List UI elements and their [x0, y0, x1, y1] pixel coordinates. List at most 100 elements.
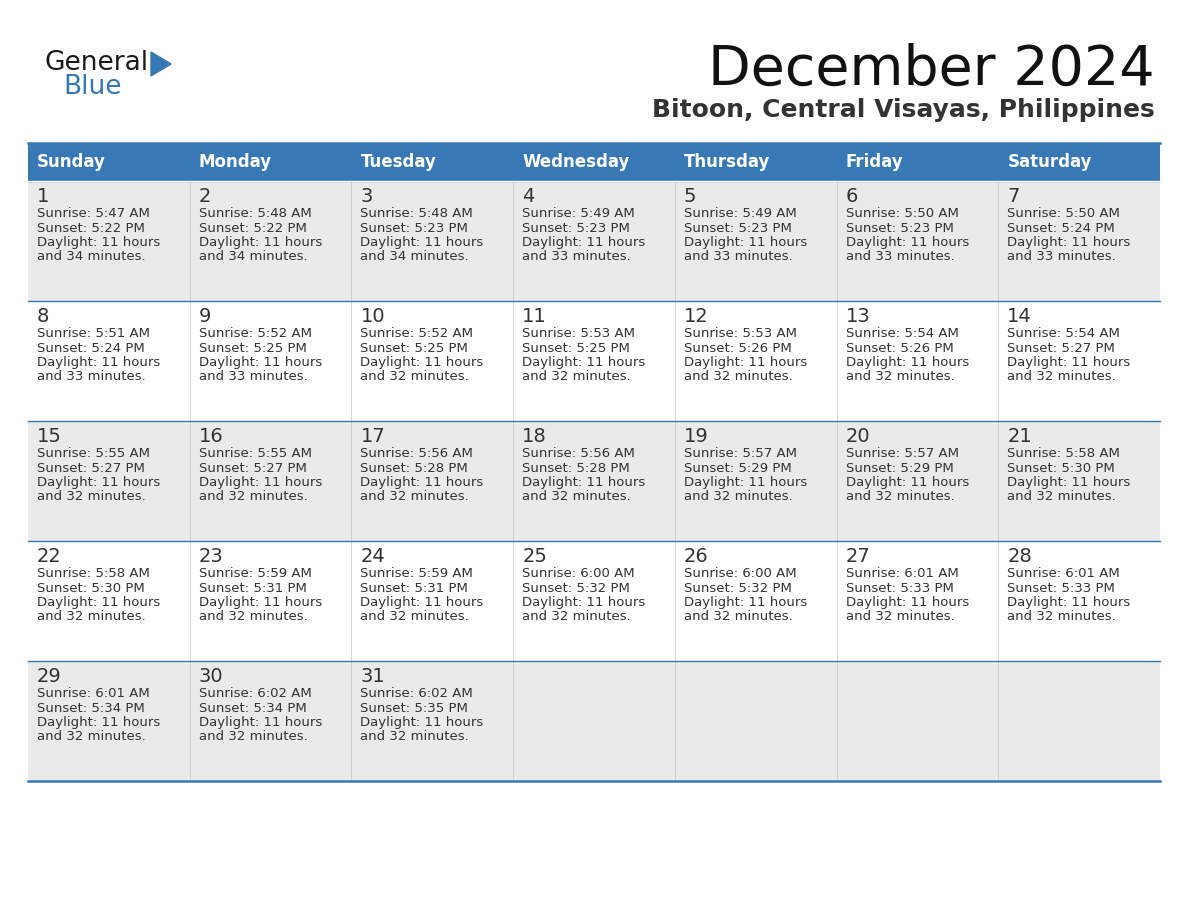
Text: Sunset: 5:30 PM: Sunset: 5:30 PM — [37, 581, 145, 595]
Text: 31: 31 — [360, 667, 385, 686]
Text: Monday: Monday — [198, 153, 272, 171]
Text: Sunrise: 5:57 AM: Sunrise: 5:57 AM — [846, 447, 959, 460]
Text: and 34 minutes.: and 34 minutes. — [360, 251, 469, 263]
Text: December 2024: December 2024 — [708, 43, 1155, 97]
Bar — [29, 421, 1159, 541]
Text: Daylight: 11 hours: Daylight: 11 hours — [684, 476, 807, 489]
Text: Sunrise: 5:53 AM: Sunrise: 5:53 AM — [684, 327, 797, 340]
Text: 7: 7 — [1007, 187, 1019, 206]
Text: Daylight: 11 hours: Daylight: 11 hours — [684, 236, 807, 249]
Text: Sunset: 5:23 PM: Sunset: 5:23 PM — [846, 221, 954, 234]
Text: Sunrise: 5:56 AM: Sunrise: 5:56 AM — [360, 447, 473, 460]
Text: Sunset: 5:35 PM: Sunset: 5:35 PM — [360, 701, 468, 714]
Bar — [190, 143, 352, 181]
Text: Sunrise: 5:56 AM: Sunrise: 5:56 AM — [523, 447, 636, 460]
Text: Sunrise: 5:53 AM: Sunrise: 5:53 AM — [523, 327, 636, 340]
Text: Sunset: 5:32 PM: Sunset: 5:32 PM — [684, 581, 791, 595]
Text: Sunset: 5:23 PM: Sunset: 5:23 PM — [360, 221, 468, 234]
Text: Sunset: 5:27 PM: Sunset: 5:27 PM — [37, 462, 145, 475]
Text: Sunset: 5:33 PM: Sunset: 5:33 PM — [846, 581, 954, 595]
Text: and 32 minutes.: and 32 minutes. — [684, 610, 792, 623]
Text: and 33 minutes.: and 33 minutes. — [198, 371, 308, 384]
Text: 24: 24 — [360, 547, 385, 566]
Text: Daylight: 11 hours: Daylight: 11 hours — [1007, 476, 1131, 489]
Bar — [352, 143, 513, 181]
Text: 25: 25 — [523, 547, 546, 566]
Text: Sunrise: 5:50 AM: Sunrise: 5:50 AM — [846, 207, 959, 220]
Text: Daylight: 11 hours: Daylight: 11 hours — [37, 356, 160, 369]
Bar — [29, 301, 1159, 421]
Text: and 32 minutes.: and 32 minutes. — [684, 490, 792, 503]
Text: Sunrise: 5:48 AM: Sunrise: 5:48 AM — [198, 207, 311, 220]
Text: Daylight: 11 hours: Daylight: 11 hours — [198, 356, 322, 369]
Text: Daylight: 11 hours: Daylight: 11 hours — [684, 356, 807, 369]
Text: Daylight: 11 hours: Daylight: 11 hours — [198, 236, 322, 249]
Text: Daylight: 11 hours: Daylight: 11 hours — [523, 356, 645, 369]
Text: Wednesday: Wednesday — [523, 153, 630, 171]
Text: Sunrise: 5:55 AM: Sunrise: 5:55 AM — [198, 447, 311, 460]
Text: 22: 22 — [37, 547, 62, 566]
Text: 8: 8 — [37, 307, 50, 326]
Text: 13: 13 — [846, 307, 871, 326]
Text: Daylight: 11 hours: Daylight: 11 hours — [523, 476, 645, 489]
Bar — [29, 181, 1159, 301]
Bar — [836, 143, 998, 181]
Text: and 32 minutes.: and 32 minutes. — [198, 731, 308, 744]
Text: and 32 minutes.: and 32 minutes. — [846, 371, 954, 384]
Text: and 34 minutes.: and 34 minutes. — [198, 251, 308, 263]
Text: and 33 minutes.: and 33 minutes. — [684, 251, 792, 263]
Text: and 33 minutes.: and 33 minutes. — [37, 371, 146, 384]
Text: and 32 minutes.: and 32 minutes. — [1007, 371, 1116, 384]
Text: Daylight: 11 hours: Daylight: 11 hours — [1007, 236, 1131, 249]
Text: and 33 minutes.: and 33 minutes. — [846, 251, 954, 263]
Text: Sunset: 5:25 PM: Sunset: 5:25 PM — [198, 341, 307, 354]
Bar — [675, 143, 836, 181]
Text: 11: 11 — [523, 307, 546, 326]
Text: 28: 28 — [1007, 547, 1032, 566]
Text: Sunrise: 5:48 AM: Sunrise: 5:48 AM — [360, 207, 473, 220]
Text: 20: 20 — [846, 427, 870, 446]
Text: Sunrise: 5:57 AM: Sunrise: 5:57 AM — [684, 447, 797, 460]
Text: Sunrise: 5:54 AM: Sunrise: 5:54 AM — [1007, 327, 1120, 340]
Text: Sunset: 5:26 PM: Sunset: 5:26 PM — [846, 341, 953, 354]
Text: Sunrise: 5:58 AM: Sunrise: 5:58 AM — [37, 567, 150, 580]
Text: Sunrise: 5:51 AM: Sunrise: 5:51 AM — [37, 327, 150, 340]
Text: 1: 1 — [37, 187, 50, 206]
Text: 14: 14 — [1007, 307, 1032, 326]
Text: Daylight: 11 hours: Daylight: 11 hours — [198, 476, 322, 489]
Text: and 32 minutes.: and 32 minutes. — [684, 371, 792, 384]
Text: Daylight: 11 hours: Daylight: 11 hours — [198, 596, 322, 609]
Text: and 32 minutes.: and 32 minutes. — [523, 490, 631, 503]
Text: and 32 minutes.: and 32 minutes. — [1007, 610, 1116, 623]
Text: Daylight: 11 hours: Daylight: 11 hours — [684, 596, 807, 609]
Text: Sunset: 5:34 PM: Sunset: 5:34 PM — [198, 701, 307, 714]
Text: Daylight: 11 hours: Daylight: 11 hours — [37, 596, 160, 609]
Text: Sunset: 5:24 PM: Sunset: 5:24 PM — [37, 341, 145, 354]
Text: Daylight: 11 hours: Daylight: 11 hours — [360, 356, 484, 369]
Text: Bitoon, Central Visayas, Philippines: Bitoon, Central Visayas, Philippines — [652, 98, 1155, 122]
Text: Sunset: 5:28 PM: Sunset: 5:28 PM — [523, 462, 630, 475]
Text: 17: 17 — [360, 427, 385, 446]
Text: Sunset: 5:25 PM: Sunset: 5:25 PM — [523, 341, 630, 354]
Text: Sunset: 5:33 PM: Sunset: 5:33 PM — [1007, 581, 1116, 595]
Text: 29: 29 — [37, 667, 62, 686]
Text: 15: 15 — [37, 427, 62, 446]
Text: Friday: Friday — [846, 153, 903, 171]
Text: Sunset: 5:27 PM: Sunset: 5:27 PM — [1007, 341, 1116, 354]
Text: Sunset: 5:22 PM: Sunset: 5:22 PM — [37, 221, 145, 234]
Text: 9: 9 — [198, 307, 211, 326]
Text: and 34 minutes.: and 34 minutes. — [37, 251, 146, 263]
Text: Sunset: 5:31 PM: Sunset: 5:31 PM — [360, 581, 468, 595]
Text: Sunrise: 5:59 AM: Sunrise: 5:59 AM — [198, 567, 311, 580]
Text: Daylight: 11 hours: Daylight: 11 hours — [523, 236, 645, 249]
Text: and 32 minutes.: and 32 minutes. — [360, 371, 469, 384]
Text: Sunset: 5:31 PM: Sunset: 5:31 PM — [198, 581, 307, 595]
Text: Sunrise: 6:01 AM: Sunrise: 6:01 AM — [1007, 567, 1120, 580]
Text: 16: 16 — [198, 427, 223, 446]
Text: Daylight: 11 hours: Daylight: 11 hours — [37, 476, 160, 489]
Text: Sunset: 5:29 PM: Sunset: 5:29 PM — [846, 462, 953, 475]
Text: 27: 27 — [846, 547, 871, 566]
Text: Sunrise: 5:49 AM: Sunrise: 5:49 AM — [523, 207, 634, 220]
Text: Sunrise: 6:02 AM: Sunrise: 6:02 AM — [198, 687, 311, 700]
Text: and 32 minutes.: and 32 minutes. — [360, 731, 469, 744]
